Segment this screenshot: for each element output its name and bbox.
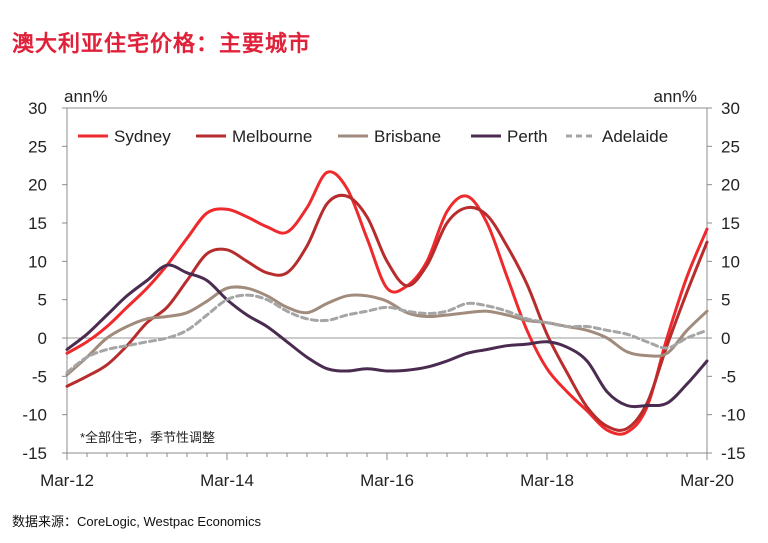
axes: 30 30 25 25 20 20 15 15 10 10 5 5 0 0 -5 -5 -10 -10 -15 -15…	[22, 99, 745, 490]
legend: Sydney Melbourne Brisbane Perth Adelaide	[78, 127, 668, 146]
y-tick-label-left: -15	[22, 444, 47, 463]
y-tick-label-right: -10	[721, 406, 746, 425]
y-tick-label-left: 10	[28, 252, 47, 271]
y-tick-label-right: 5	[721, 291, 730, 310]
y-tick-label-right: -15	[721, 444, 746, 463]
series-line-melbourne	[65, 193, 709, 432]
y-tick-label-left: 5	[38, 291, 47, 310]
x-tick-label: Mar-12	[40, 471, 94, 490]
y-tick-label-left: 20	[28, 176, 47, 195]
legend-label-perth: Perth	[507, 127, 548, 146]
legend-label-sydney: Sydney	[114, 127, 171, 146]
legend-label-adelaide: Adelaide	[602, 127, 668, 146]
y-tick-label-right: 15	[721, 214, 740, 233]
x-tick-label: Mar-18	[520, 471, 574, 490]
plot-frame	[66, 107, 708, 454]
y-tick-label-right: 20	[721, 176, 740, 195]
chart-note: *全部住宅，季节性调整	[80, 430, 215, 445]
y-tick-label-left: 15	[28, 214, 47, 233]
series-layer	[65, 170, 709, 436]
legend-label-brisbane: Brisbane	[374, 127, 441, 146]
line-chart: 30 30 25 25 20 20 15 15 10 10 5 5 0 0 -5 -5 -10 -10 -15 -15…	[22, 87, 745, 490]
x-tick-label: Mar-14	[200, 471, 254, 490]
y-tick-label-right: 30	[721, 99, 740, 118]
y-tick-label-left: -10	[22, 406, 47, 425]
source-note: 数据来源：CoreLogic, Westpac Economics	[12, 514, 262, 529]
y-axis-unit-left: ann%	[64, 87, 107, 106]
series-line-perth	[65, 263, 709, 409]
y-tick-label-right: 0	[721, 329, 730, 348]
y-tick-label-right: 25	[721, 137, 740, 156]
y-axis-unit-right: ann%	[654, 87, 697, 106]
plot-border	[66, 107, 708, 454]
series-line-sydney	[65, 170, 709, 436]
y-tick-label-left: 30	[28, 99, 47, 118]
y-tick-label-left: 0	[38, 329, 47, 348]
series-line-brisbane	[65, 285, 709, 377]
series-line-adelaide	[65, 293, 709, 374]
y-tick-label-left: 25	[28, 137, 47, 156]
legend-label-melbourne: Melbourne	[232, 127, 312, 146]
y-tick-label-left: -5	[32, 367, 47, 386]
chart-title: 澳大利亚住宅价格：主要城市	[12, 31, 312, 56]
y-tick-label-right: 10	[721, 252, 740, 271]
x-tick-label: Mar-16	[360, 471, 414, 490]
x-tick-label: Mar-20	[680, 471, 734, 490]
y-tick-label-right: -5	[721, 367, 736, 386]
